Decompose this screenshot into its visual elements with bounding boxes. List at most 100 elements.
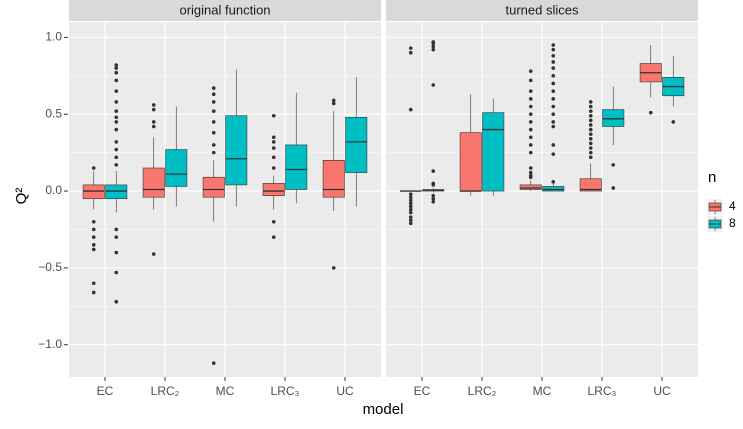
outlier xyxy=(114,227,119,232)
outlier xyxy=(528,166,533,170)
outlier xyxy=(114,120,119,124)
outlier xyxy=(408,195,413,199)
y-tick-label: 0.5 xyxy=(45,106,62,120)
outlier xyxy=(431,169,436,173)
outlier xyxy=(114,299,119,304)
x-tick-label: EC xyxy=(97,384,114,398)
y-tick-label: 1.0 xyxy=(45,30,62,44)
outlier xyxy=(431,183,436,187)
outlier xyxy=(211,361,216,365)
outlier xyxy=(431,200,436,204)
outlier xyxy=(271,146,276,150)
outlier xyxy=(551,180,556,184)
outlier xyxy=(114,235,119,239)
outlier xyxy=(114,66,119,70)
outlier xyxy=(551,66,556,70)
outlier xyxy=(431,44,436,49)
outlier xyxy=(588,141,593,146)
x-tick-label: UC xyxy=(336,384,354,398)
outlier xyxy=(211,150,216,155)
box xyxy=(202,176,225,198)
y-tick-label: 0.0 xyxy=(45,183,62,197)
outlier xyxy=(588,146,593,150)
outlier xyxy=(528,143,533,147)
legend-label: 8 xyxy=(729,216,736,230)
outlier xyxy=(211,143,216,147)
outlier xyxy=(551,112,556,117)
outlier xyxy=(211,92,216,97)
outlier xyxy=(431,83,436,87)
outlier xyxy=(528,175,533,180)
outlier xyxy=(114,100,119,104)
outlier xyxy=(114,163,119,167)
x-tick-label: LRC₃ xyxy=(588,384,617,398)
x-tick-label: MC xyxy=(533,384,552,398)
outlier xyxy=(431,196,436,201)
outlier xyxy=(408,204,413,209)
outlier xyxy=(91,166,96,170)
outlier xyxy=(431,193,436,198)
outlier xyxy=(151,124,156,129)
outlier xyxy=(408,218,413,223)
outlier xyxy=(114,140,119,144)
outlier xyxy=(114,127,119,132)
outlier xyxy=(528,78,533,83)
box xyxy=(519,184,542,190)
outlier xyxy=(408,192,413,196)
outlier xyxy=(528,104,533,109)
outlier xyxy=(528,69,533,73)
outlier xyxy=(588,123,593,127)
outlier xyxy=(271,113,276,118)
outlier xyxy=(528,112,533,117)
outlier xyxy=(408,107,413,112)
outlier xyxy=(588,100,593,104)
outlier xyxy=(271,235,276,239)
x-tick-label: LRC₂ xyxy=(468,384,497,398)
outlier xyxy=(151,120,156,124)
outlier xyxy=(408,207,413,212)
outlier xyxy=(211,109,216,113)
outlier xyxy=(271,140,276,144)
outlier xyxy=(114,270,119,275)
outlier xyxy=(408,50,413,55)
box xyxy=(542,186,565,192)
box xyxy=(345,116,368,173)
outlier xyxy=(331,266,336,270)
outlier xyxy=(408,215,413,219)
outlier xyxy=(588,132,593,136)
strip-background xyxy=(386,0,698,21)
outlier xyxy=(91,290,96,295)
box xyxy=(285,144,308,190)
box xyxy=(142,167,165,198)
outlier xyxy=(588,104,593,109)
outlier xyxy=(588,127,593,132)
outlier xyxy=(91,281,96,286)
outlier xyxy=(588,118,593,123)
outlier xyxy=(211,100,216,104)
outlier xyxy=(211,86,216,90)
outlier xyxy=(114,147,119,152)
legend-title: n xyxy=(708,169,716,186)
box xyxy=(262,183,285,196)
outlier xyxy=(331,101,336,106)
x-tick-label: EC xyxy=(414,384,431,398)
outlier xyxy=(528,97,533,101)
outlier xyxy=(114,70,119,75)
outlier xyxy=(528,150,533,155)
outlier xyxy=(611,163,616,167)
outlier xyxy=(271,219,276,224)
outlier xyxy=(431,41,436,46)
outlier xyxy=(114,155,119,160)
outlier xyxy=(408,201,413,206)
outlier xyxy=(528,127,533,132)
outlier xyxy=(551,143,556,147)
outlier xyxy=(91,235,96,239)
box xyxy=(602,109,625,127)
outlier xyxy=(271,155,276,160)
strip-background xyxy=(69,0,381,21)
outlier xyxy=(528,170,533,175)
outlier xyxy=(331,98,336,103)
outlier xyxy=(408,221,413,226)
y-axis-title: Q² xyxy=(13,188,30,205)
